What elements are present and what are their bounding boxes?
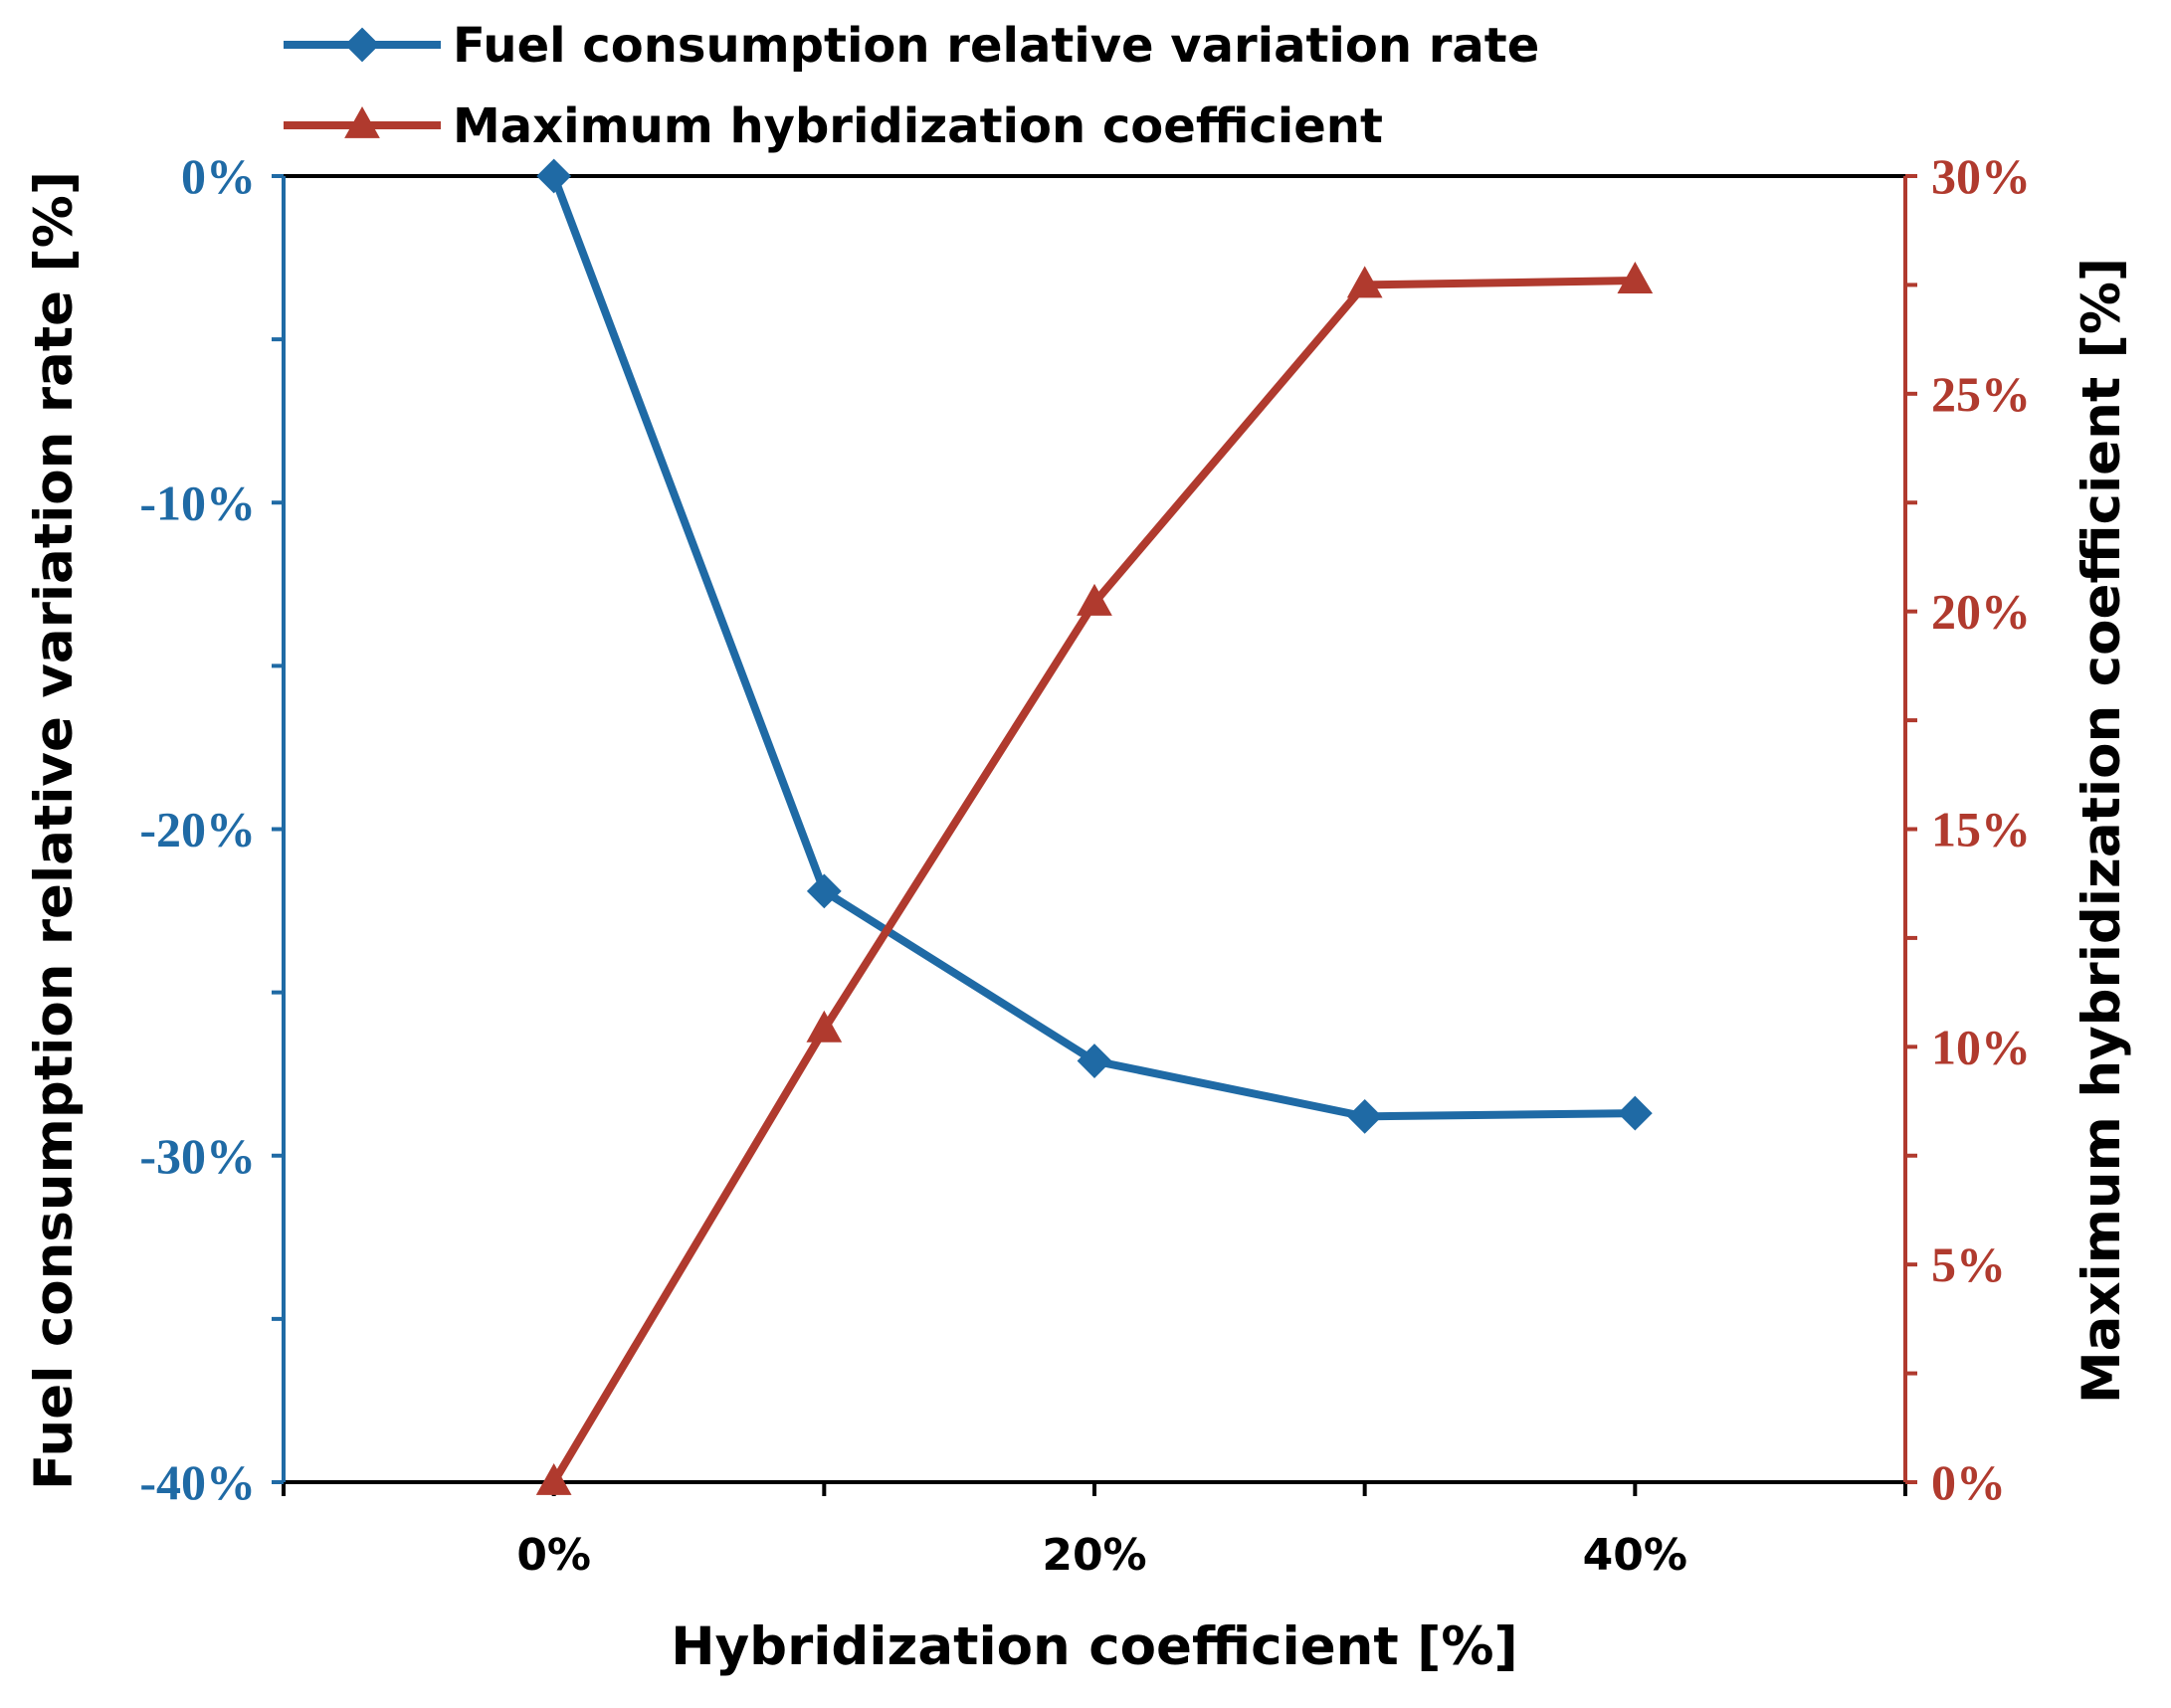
data-point	[1617, 261, 1654, 293]
data-point	[1617, 1095, 1653, 1131]
y-right-tick-label: 20%	[1931, 584, 2031, 640]
data-point	[806, 1010, 843, 1043]
legend-item: Fuel consumption relative variation rate	[284, 18, 1539, 74]
series-line	[549, 174, 1636, 1121]
y-right-tick-label: 25%	[1931, 366, 2031, 422]
data-point	[536, 158, 572, 194]
y-axis-right-label: Maximum hybridization coefficient [%]	[2072, 258, 2132, 1404]
series-layer	[535, 158, 1654, 1495]
series-line	[550, 277, 1636, 1485]
y-left-tick-label: -40%	[139, 1454, 256, 1510]
data-point	[1346, 266, 1383, 298]
legend-label: Maximum hybridization coefficient	[453, 98, 1383, 154]
y-right-tick-label: 30%	[1931, 148, 2031, 204]
data-point	[1347, 1098, 1383, 1134]
data-point	[806, 873, 842, 909]
data-point	[535, 1462, 572, 1495]
legend-marker	[344, 27, 380, 63]
y-right-tick-label: 0%	[1931, 1454, 2006, 1510]
series-fuel-consumption	[536, 158, 1653, 1134]
series-max-hybridization	[535, 261, 1654, 1495]
legend: Fuel consumption relative variation rate…	[284, 18, 1539, 154]
axes: 0% 20% 40% 0% -10% -20% -30% -40% 30% 25% 20% 15% 10…	[139, 148, 2031, 1581]
x-tick-label: 0%	[516, 1530, 591, 1581]
x-tick-label: 20%	[1042, 1530, 1146, 1581]
legend-label: Fuel consumption relative variation rate	[453, 18, 1539, 74]
x-axis-label: Hybridization coefficient [%]	[671, 1616, 1517, 1677]
data-point	[1077, 583, 1112, 616]
y-axis-left-label: Fuel consumption relative variation rate…	[24, 171, 85, 1490]
y-left-tick-label: -30%	[139, 1128, 256, 1184]
y-left-tick-label: 0%	[181, 148, 256, 204]
y-left-tick-label: -10%	[139, 474, 256, 530]
legend-item: Maximum hybridization coefficient	[284, 98, 1383, 154]
data-point	[1077, 1044, 1112, 1078]
y-right-tick-label: 15%	[1931, 802, 2031, 857]
y-right-tick-label: 5%	[1931, 1236, 2006, 1292]
legend-marker	[344, 105, 380, 138]
x-tick-label: 40%	[1583, 1530, 1687, 1581]
y-right-tick-label: 10%	[1931, 1019, 2031, 1074]
y-left-tick-label: -20%	[139, 802, 256, 857]
